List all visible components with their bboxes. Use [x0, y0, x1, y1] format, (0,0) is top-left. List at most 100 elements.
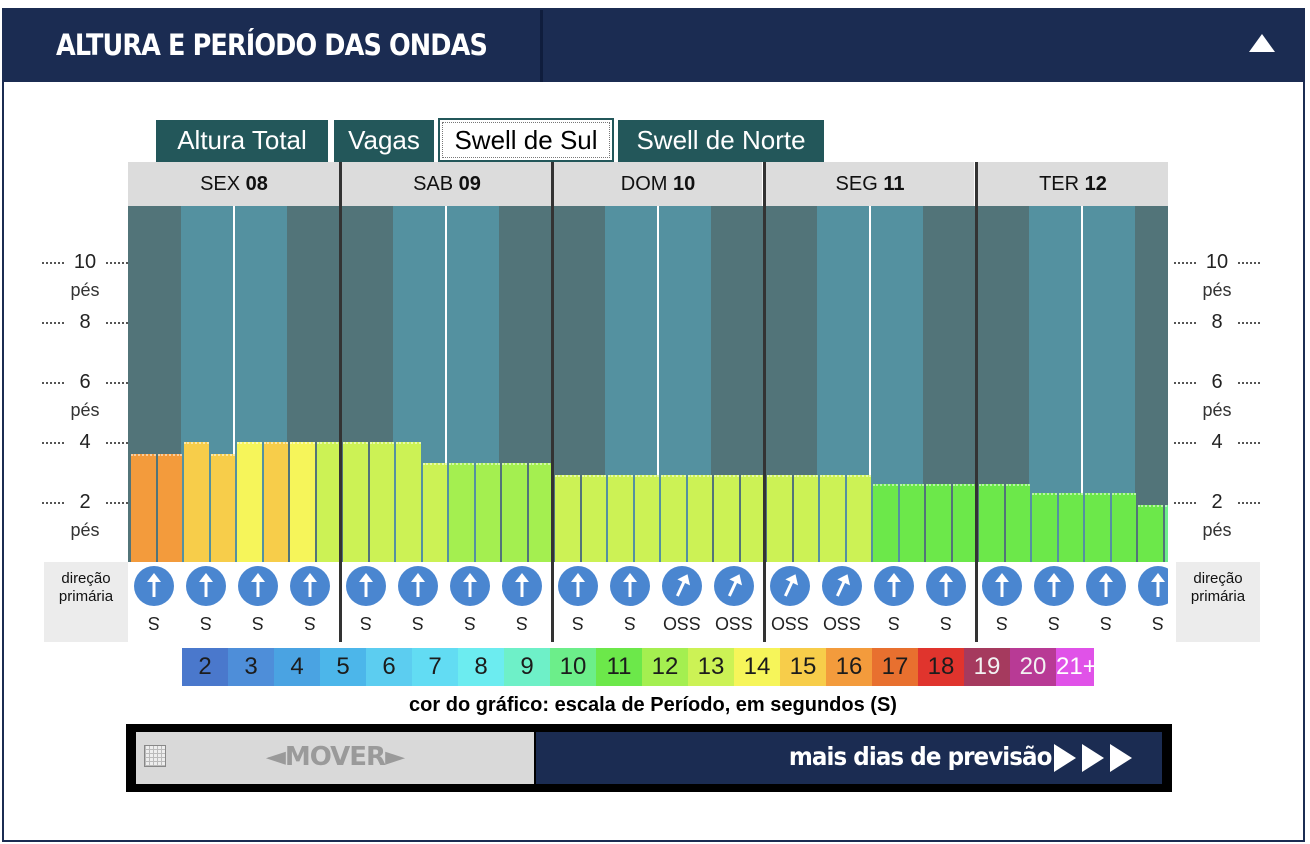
noon-divider	[657, 206, 659, 562]
axis-tick: 10	[1174, 252, 1260, 272]
direction-arrow-icon	[186, 566, 226, 606]
more-days-label: mais dias de previsão	[789, 742, 1053, 771]
wave-bar	[846, 475, 871, 562]
direction-label: S	[1152, 613, 1165, 633]
period-scale-cell: 20	[1010, 648, 1056, 686]
direction-label: S	[888, 613, 901, 633]
axis-tick: 2	[1174, 492, 1260, 512]
axis-tick-label: 10	[73, 251, 97, 273]
header-divider	[540, 10, 543, 82]
tab-vagas[interactable]: Vagas	[334, 120, 434, 162]
day-number: 09	[458, 173, 481, 195]
grid-handle-icon[interactable]	[144, 745, 166, 767]
axis-tick: 8	[42, 312, 128, 332]
day-name: SEX	[200, 173, 241, 195]
period-scale-cell: 11	[596, 648, 642, 686]
day-name: SEG	[835, 173, 878, 195]
period-scale-cell: 3	[228, 648, 274, 686]
direction-arrow-icon	[610, 566, 650, 606]
axis-unit-label: pés	[70, 400, 100, 420]
direction-label: S	[304, 613, 317, 633]
y-axis-left: 10 8 6 4 2 pés pés pés	[42, 206, 128, 562]
day-header-1: SAB 09	[342, 162, 552, 206]
direction-row: S S S S S S S S S S SSO SSO SSO SSO S S S S S S	[128, 562, 1168, 642]
wave-bar	[952, 484, 977, 562]
direction-arrow-icon	[502, 566, 542, 606]
tab-swell-de-norte[interactable]: Swell de Norte	[618, 120, 824, 162]
wave-bar	[740, 475, 765, 562]
wave-bar	[475, 463, 500, 562]
collapse-arrow-icon[interactable]	[1249, 34, 1275, 52]
direction-label: S	[464, 613, 477, 633]
wave-bar	[767, 475, 792, 562]
axis-tick-label: 8	[79, 311, 91, 333]
period-scale-cell: 13	[688, 648, 734, 686]
wave-bar	[502, 463, 527, 562]
axis-tick-label: 4	[79, 431, 91, 453]
day-separator	[339, 162, 342, 642]
wave-bar	[422, 463, 447, 562]
day-number: 08	[245, 173, 268, 195]
direction-arrow-icon	[874, 566, 914, 606]
period-scale-cell: 9	[504, 648, 550, 686]
wave-bar	[714, 475, 739, 562]
day-name: TER	[1039, 173, 1080, 195]
direction-label: S	[1048, 613, 1061, 633]
direction-arrow-icon	[662, 566, 702, 606]
tab-swell-de-sul[interactable]: Swell de Sul	[438, 118, 614, 162]
wave-bar	[581, 475, 606, 562]
panel-title: ALTURA E PERÍODO DAS ONDAS	[56, 28, 488, 62]
wave-bar	[1164, 505, 1168, 562]
period-scale-cell: 14	[734, 648, 780, 686]
wave-bar	[343, 442, 368, 562]
wave-bar	[608, 475, 633, 562]
direction-label-left: direção primária	[44, 562, 128, 642]
wave-bar	[131, 454, 156, 562]
direction-label: SSO	[823, 613, 862, 633]
direction-arrow-icon	[1034, 566, 1074, 606]
direction-arrow-icon	[290, 566, 330, 606]
mover-slider[interactable]: ◄MOVER►	[136, 732, 534, 784]
day-header-0: SEX 08	[128, 162, 340, 206]
tab-altura-total[interactable]: Altura Total	[156, 120, 328, 162]
direction-arrow-icon	[770, 566, 810, 606]
day-name: SAB	[413, 173, 454, 195]
wave-bar	[396, 442, 421, 562]
time-slot-background	[1135, 206, 1168, 562]
more-days-button[interactable]: mais dias de previsão	[536, 732, 1162, 784]
wave-bar	[1032, 493, 1057, 562]
direction-label: S	[200, 613, 213, 633]
direction-label: S	[1100, 613, 1113, 633]
period-scale-cell: 21+	[1056, 648, 1097, 686]
axis-tick: 8	[1174, 312, 1260, 332]
direction-label: S	[940, 613, 953, 633]
wave-bar	[555, 475, 580, 562]
day-number: 10	[672, 173, 696, 195]
period-scale-cell: 5	[320, 648, 366, 686]
day-header-3: SEG 11	[766, 162, 974, 206]
y-axis-right: 10 8 6 4 2 pés pés pés	[1174, 206, 1260, 562]
day-header-2: DOM 10	[554, 162, 762, 206]
period-scale-cell: 6	[366, 648, 412, 686]
direction-label: S	[360, 613, 373, 633]
wave-bar	[316, 442, 341, 562]
direction-arrow-icon	[558, 566, 598, 606]
wave-bar	[1058, 493, 1083, 562]
day-separator	[763, 162, 766, 642]
axis-unit-label: pés	[70, 520, 100, 540]
direction-arrow-icon	[450, 566, 490, 606]
noon-divider	[869, 206, 871, 562]
wave-bar	[184, 442, 209, 562]
wave-bar	[1005, 484, 1030, 562]
wave-bar	[157, 454, 182, 562]
navigation-bar: ◄MOVER► mais dias de previsão	[126, 724, 1172, 792]
axis-tick: 2	[42, 492, 128, 512]
period-scale-cell: 18	[918, 648, 964, 686]
wave-bar	[687, 475, 712, 562]
axis-unit-label: pés	[1202, 520, 1232, 540]
direction-label: S	[572, 613, 585, 633]
wave-bar	[1111, 493, 1136, 562]
day-name: DOM	[620, 173, 668, 195]
axis-tick-label: 2	[1211, 491, 1223, 513]
wave-chart	[128, 206, 1168, 562]
